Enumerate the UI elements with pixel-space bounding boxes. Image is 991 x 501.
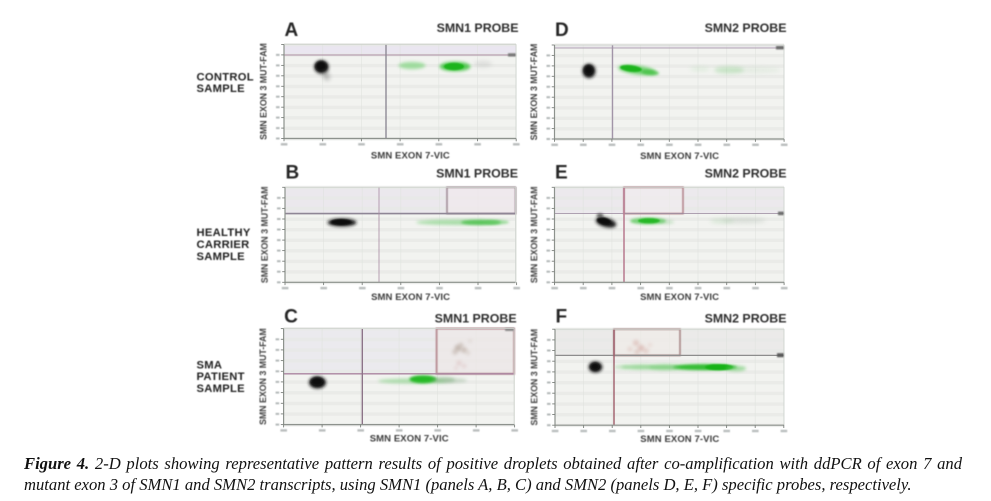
svg-text:C: C [284,307,298,328]
svg-text:D: D [555,20,569,41]
svg-text:CARRIER: CARRIER [197,239,250,251]
svg-text:SMN EXON 7-VIC: SMN EXON 7-VIC [371,292,450,303]
svg-text:SMN EXON 3 MUT-FAM: SMN EXON 3 MUT-FAM [258,328,268,425]
svg-text:SMN1 PROBE: SMN1 PROBE [436,167,518,181]
svg-text:SMN2 PROBE: SMN2 PROBE [705,21,787,35]
svg-text:SMN EXON 7-VIC: SMN EXON 7-VIC [370,434,449,445]
svg-text:SAMPLE: SAMPLE [197,83,246,95]
svg-text:SAMPLE: SAMPLE [197,251,246,263]
svg-text:SMN EXON 3 MUT-FAM: SMN EXON 3 MUT-FAM [530,329,540,426]
svg-text:SMN EXON 3 MUT-FAM: SMN EXON 3 MUT-FAM [260,186,270,283]
svg-text:SMN2 PROBE: SMN2 PROBE [705,311,787,325]
svg-text:SMN1 PROBE: SMN1 PROBE [435,311,517,325]
svg-text:A: A [285,20,299,41]
svg-text:CONTROL: CONTROL [197,71,254,83]
svg-text:SMN EXON 7-VIC: SMN EXON 7-VIC [640,292,719,303]
svg-text:PATIENT: PATIENT [197,371,245,383]
svg-text:F: F [556,307,568,328]
svg-text:SMN EXON 3 MUT-FAM: SMN EXON 3 MUT-FAM [529,44,539,141]
svg-text:SAMPLE: SAMPLE [197,383,246,395]
svg-text:SMN EXON 7-VIC: SMN EXON 7-VIC [371,151,450,162]
svg-text:SMN1 PROBE: SMN1 PROBE [437,21,519,35]
svg-text:SMN EXON 3 MUT-FAM: SMN EXON 3 MUT-FAM [259,43,269,140]
svg-text:E: E [555,163,568,184]
svg-text:SMN EXON 7-VIC: SMN EXON 7-VIC [640,151,719,162]
svg-text:SMN2 PROBE: SMN2 PROBE [705,167,787,181]
svg-text:SMA: SMA [197,359,223,371]
svg-text:SMN EXON 3 MUT-FAM: SMN EXON 3 MUT-FAM [529,186,539,283]
svg-text:SMN EXON 7-VIC: SMN EXON 7-VIC [640,434,719,445]
svg-text:HEALTHY: HEALTHY [197,227,251,239]
svg-text:B: B [286,163,300,184]
